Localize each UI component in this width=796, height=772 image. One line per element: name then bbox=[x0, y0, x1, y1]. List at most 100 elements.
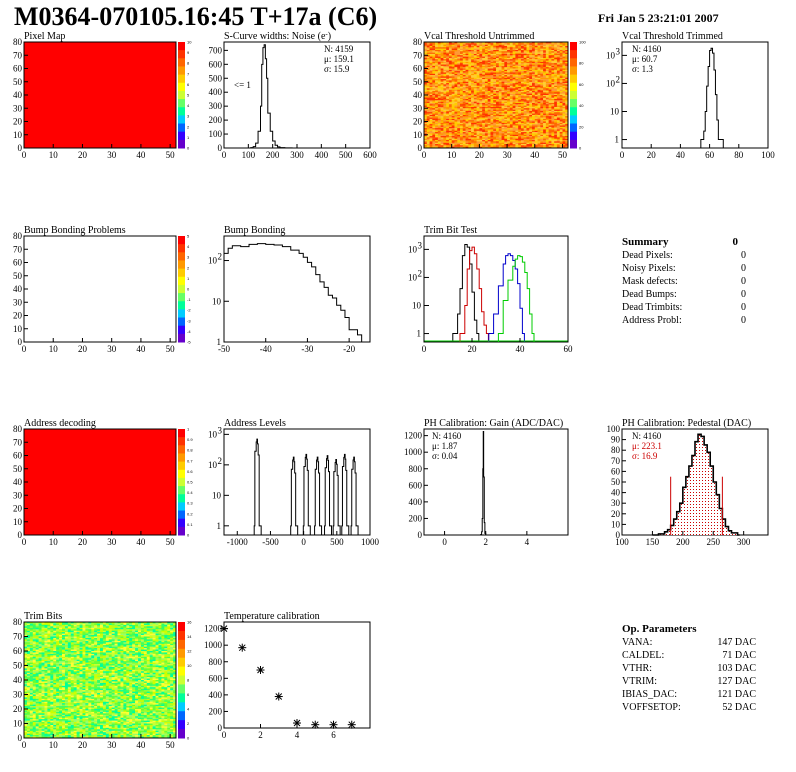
vcal-untrimmed-cell bbox=[559, 102, 563, 105]
vcal-untrimmed-cell bbox=[443, 75, 447, 77]
trim-bit-test-hist-series bbox=[488, 253, 525, 342]
vcal-untrimmed-cell bbox=[565, 76, 569, 79]
vcal-untrimmed-cell bbox=[520, 42, 524, 44]
vcal-untrimmed-cell bbox=[476, 141, 480, 143]
vcal-untrimmed-cell bbox=[429, 109, 433, 112]
vcal-untrimmed-cell bbox=[540, 44, 544, 47]
vcal-untrimmed-cell bbox=[446, 65, 450, 68]
vcal-untrimmed-cell bbox=[507, 125, 511, 128]
vcal-untrimmed-cell bbox=[548, 48, 552, 51]
vcal-untrimmed-cell bbox=[534, 87, 538, 89]
vcal-untrimmed-cell bbox=[473, 129, 477, 132]
vcal-untrimmed-cell bbox=[559, 61, 563, 64]
vcal-untrimmed-cell bbox=[473, 93, 477, 96]
vcal-untrimmed-cell bbox=[551, 76, 555, 79]
vcal-untrimmed-cell bbox=[440, 142, 444, 145]
vcal-untrimmed-cell bbox=[545, 89, 549, 92]
vcal-untrimmed-cell bbox=[454, 60, 458, 63]
vcal-untrimmed-cell bbox=[437, 95, 441, 97]
vcal-untrimmed-cell bbox=[448, 42, 452, 44]
vcal-untrimmed-cell bbox=[507, 47, 511, 49]
vcal-untrimmed-cell bbox=[501, 87, 505, 89]
vcal-untrimmed-cell bbox=[479, 102, 483, 105]
vcal-untrimmed-cell bbox=[551, 97, 555, 100]
vcal-untrimmed-cell bbox=[559, 136, 563, 138]
vcal-untrimmed-cell bbox=[504, 122, 508, 125]
vcal-untrimmed-cell bbox=[437, 98, 441, 101]
vcal-untrimmed-cell bbox=[529, 125, 533, 128]
vcal-untrimmed-cell bbox=[448, 105, 452, 108]
vcal-untrimmed-cell bbox=[448, 92, 452, 94]
vcal-untrimmed-cell bbox=[501, 129, 505, 132]
vcal-untrimmed-cell bbox=[465, 55, 469, 57]
vcal-untrimmed-cell bbox=[443, 43, 447, 45]
vcal-untrimmed-cell bbox=[559, 81, 563, 84]
vcal-untrimmed-cell bbox=[448, 52, 452, 55]
scurve-hist-title: S-Curve widths: Noise (e-) bbox=[224, 30, 331, 42]
vcal-untrimmed-cell bbox=[537, 61, 541, 64]
vcal-untrimmed-cell bbox=[551, 105, 555, 108]
vcal-untrimmed-cell bbox=[509, 61, 513, 64]
vcal-untrimmed-cell bbox=[540, 125, 544, 128]
address-decoding-map-y-tick-label: 30 bbox=[13, 490, 23, 500]
vcal-untrimmed-cell bbox=[534, 92, 538, 94]
vcal-untrimmed-cell bbox=[559, 122, 563, 125]
vcal-untrimmed-cell bbox=[496, 80, 500, 83]
vcal-untrimmed-cell bbox=[554, 77, 558, 80]
vcal-untrimmed-cell bbox=[490, 138, 494, 141]
pixel-map-zscale-segment bbox=[178, 42, 185, 51]
vcal-untrimmed-cell bbox=[532, 125, 536, 128]
vcal-untrimmed-cell bbox=[507, 134, 511, 137]
address-decoding-map-zscale-segment bbox=[178, 445, 185, 454]
vcal-untrimmed-cell bbox=[551, 45, 555, 48]
scurve-hist-x-tick-label: 500 bbox=[339, 150, 353, 160]
vcal-untrimmed-cell bbox=[534, 85, 538, 88]
vcal-untrimmed-cell bbox=[471, 102, 475, 105]
vcal-untrimmed-cell bbox=[440, 113, 444, 116]
vcal-untrimmed-cell bbox=[523, 73, 527, 76]
vcal-untrimmed-cell bbox=[454, 81, 458, 84]
vcal-untrimmed-cell bbox=[429, 108, 433, 110]
vcal-untrimmed-cell bbox=[429, 93, 433, 96]
trim-bit-test-hist-title: Trim Bit Test bbox=[424, 225, 477, 236]
vcal-untrimmed-cell bbox=[532, 87, 536, 89]
vcal-untrimmed-cell bbox=[554, 120, 558, 122]
vcal-untrimmed-cell bbox=[501, 61, 505, 64]
vcal-untrimmed-cell bbox=[551, 98, 555, 101]
vcal-untrimmed-cell bbox=[426, 87, 430, 89]
vcal-untrimmed-cell bbox=[435, 124, 439, 126]
vcal-untrimmed-cell bbox=[556, 61, 560, 64]
vcal-untrimmed-cell bbox=[443, 87, 447, 89]
vcal-untrimmed-cell bbox=[515, 124, 519, 126]
vcal-untrimmed-cell bbox=[548, 101, 552, 104]
vcal-untrimmed-cell bbox=[529, 97, 533, 100]
vcal-untrimmed-cell bbox=[429, 42, 433, 44]
vcal-untrimmed-cell bbox=[440, 83, 444, 85]
vcal-untrimmed-cell bbox=[462, 128, 466, 130]
vcal-untrimmed-cell bbox=[518, 122, 522, 125]
vcal-untrimmed-cell bbox=[435, 91, 439, 93]
vcal-untrimmed-cell bbox=[490, 130, 494, 133]
vcal-untrimmed-cell bbox=[518, 91, 522, 93]
vcal-untrimmed-cell bbox=[443, 117, 447, 120]
vcal-trimmed-hist-stat: N: 4160 bbox=[632, 44, 662, 54]
vcal-untrimmed-cell bbox=[462, 130, 466, 133]
vcal-untrimmed-cell bbox=[454, 132, 458, 134]
vcal-untrimmed-cell bbox=[518, 130, 522, 133]
vcal-untrimmed-cell bbox=[545, 92, 549, 94]
vcal-untrimmed-cell bbox=[437, 140, 441, 142]
vcal-untrimmed-cell bbox=[512, 84, 516, 87]
vcal-untrimmed-cell bbox=[520, 138, 524, 141]
vcal-untrimmed-cell bbox=[548, 105, 552, 108]
vcal-untrimmed-cell bbox=[509, 84, 513, 87]
vcal-untrimmed-cell bbox=[504, 71, 508, 73]
vcal-untrimmed-cell bbox=[509, 134, 513, 137]
vcal-untrimmed-cell bbox=[435, 79, 439, 81]
vcal-untrimmed-cell bbox=[473, 42, 477, 44]
vcal-untrimmed-cell bbox=[504, 61, 508, 64]
vcal-untrimmed-cell bbox=[507, 137, 511, 140]
vcal-untrimmed-cell bbox=[460, 84, 464, 87]
vcal-untrimmed-cell bbox=[484, 49, 488, 52]
vcal-untrimmed-cell bbox=[532, 136, 536, 138]
